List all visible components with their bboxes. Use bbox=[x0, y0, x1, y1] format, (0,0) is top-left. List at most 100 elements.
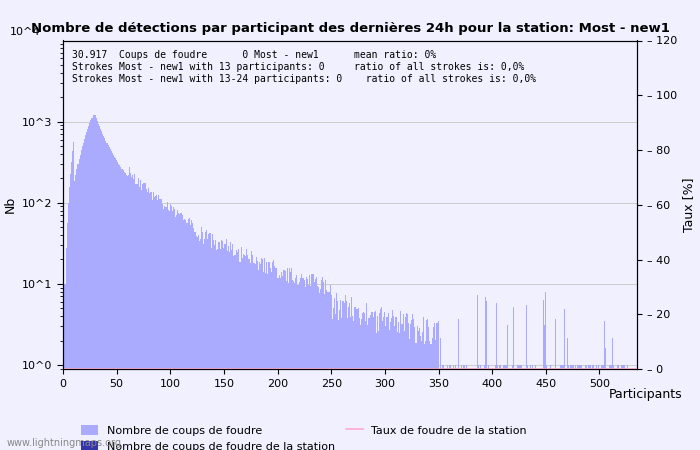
Bar bbox=[351, 297, 352, 450]
Bar bbox=[159, 199, 160, 450]
Bar bbox=[111, 151, 112, 450]
Bar bbox=[176, 215, 177, 450]
Bar bbox=[618, 365, 620, 450]
Bar bbox=[372, 317, 374, 450]
Bar bbox=[141, 190, 142, 450]
Bar bbox=[330, 295, 332, 450]
Bar bbox=[389, 330, 390, 450]
Bar bbox=[241, 258, 243, 450]
Bar bbox=[231, 250, 232, 450]
Bar bbox=[189, 218, 190, 450]
Bar bbox=[412, 315, 413, 450]
Bar bbox=[134, 174, 135, 450]
Bar bbox=[328, 292, 330, 450]
Bar bbox=[115, 158, 116, 450]
Bar bbox=[287, 268, 288, 450]
Bar bbox=[285, 271, 286, 450]
Bar bbox=[295, 279, 296, 450]
Bar bbox=[350, 317, 351, 450]
Bar bbox=[433, 328, 434, 450]
Bar bbox=[164, 206, 165, 450]
Bar bbox=[265, 273, 266, 450]
Bar bbox=[85, 135, 86, 450]
Bar bbox=[572, 365, 573, 450]
Bar bbox=[310, 286, 312, 450]
Bar bbox=[90, 121, 92, 450]
Bar bbox=[120, 167, 122, 450]
Bar bbox=[601, 365, 602, 450]
Bar bbox=[428, 327, 429, 450]
Bar bbox=[288, 283, 289, 450]
Bar bbox=[118, 164, 119, 450]
Bar bbox=[435, 340, 436, 450]
Bar bbox=[376, 333, 377, 450]
Bar bbox=[436, 324, 437, 450]
Bar bbox=[127, 176, 128, 450]
Bar bbox=[156, 195, 157, 450]
Bar bbox=[503, 365, 505, 450]
Bar bbox=[442, 365, 443, 450]
Bar bbox=[94, 115, 96, 450]
Bar bbox=[103, 136, 104, 450]
Bar bbox=[568, 365, 569, 450]
Bar bbox=[83, 143, 84, 450]
Bar bbox=[233, 256, 234, 450]
Bar bbox=[214, 245, 215, 450]
Bar bbox=[112, 153, 113, 450]
Bar bbox=[273, 260, 274, 450]
Bar bbox=[68, 203, 69, 450]
Y-axis label: Taux [%]: Taux [%] bbox=[682, 177, 696, 232]
Bar bbox=[344, 295, 346, 450]
Bar bbox=[232, 244, 233, 450]
Bar bbox=[249, 259, 250, 450]
Bar bbox=[104, 138, 106, 450]
Bar bbox=[380, 310, 381, 450]
Bar bbox=[422, 332, 423, 450]
Bar bbox=[211, 234, 213, 450]
Bar bbox=[527, 365, 528, 450]
Bar bbox=[271, 272, 272, 450]
Bar bbox=[580, 365, 581, 450]
Bar bbox=[322, 277, 323, 450]
Bar bbox=[571, 365, 572, 450]
Bar bbox=[545, 292, 546, 450]
Bar bbox=[386, 317, 388, 450]
Bar bbox=[70, 174, 71, 450]
Bar bbox=[407, 315, 408, 450]
Bar bbox=[440, 338, 441, 450]
Bar bbox=[402, 314, 404, 450]
Bar bbox=[368, 318, 370, 450]
Bar bbox=[449, 365, 450, 450]
Bar bbox=[172, 211, 173, 450]
Bar bbox=[411, 320, 412, 450]
Bar bbox=[229, 252, 230, 450]
Bar bbox=[206, 230, 207, 450]
Bar bbox=[87, 129, 88, 450]
Bar bbox=[349, 302, 350, 450]
Bar bbox=[218, 242, 219, 450]
Bar bbox=[209, 233, 211, 450]
Bar bbox=[453, 365, 454, 450]
Text: www.lightningmaps.org: www.lightningmaps.org bbox=[7, 437, 122, 447]
Bar bbox=[174, 209, 175, 450]
Bar bbox=[338, 320, 339, 450]
Bar bbox=[294, 283, 295, 450]
Bar bbox=[319, 293, 320, 450]
Bar bbox=[201, 227, 202, 450]
Bar bbox=[245, 256, 246, 450]
Bar bbox=[181, 215, 183, 450]
Bar bbox=[486, 301, 487, 450]
Bar bbox=[202, 232, 203, 450]
Bar bbox=[381, 307, 382, 450]
Bar bbox=[237, 252, 239, 450]
Bar bbox=[116, 160, 117, 450]
Bar bbox=[235, 256, 237, 450]
Bar bbox=[205, 232, 206, 450]
Y-axis label: Nb: Nb bbox=[4, 196, 17, 213]
Bar bbox=[102, 134, 103, 450]
Bar bbox=[223, 248, 225, 450]
Bar bbox=[374, 310, 376, 450]
Bar bbox=[130, 173, 131, 450]
Bar bbox=[106, 143, 108, 450]
Bar bbox=[535, 365, 536, 450]
